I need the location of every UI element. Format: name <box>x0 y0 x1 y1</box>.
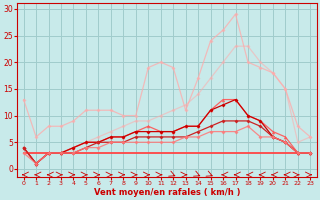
X-axis label: Vent moyen/en rafales ( km/h ): Vent moyen/en rafales ( km/h ) <box>94 188 240 197</box>
